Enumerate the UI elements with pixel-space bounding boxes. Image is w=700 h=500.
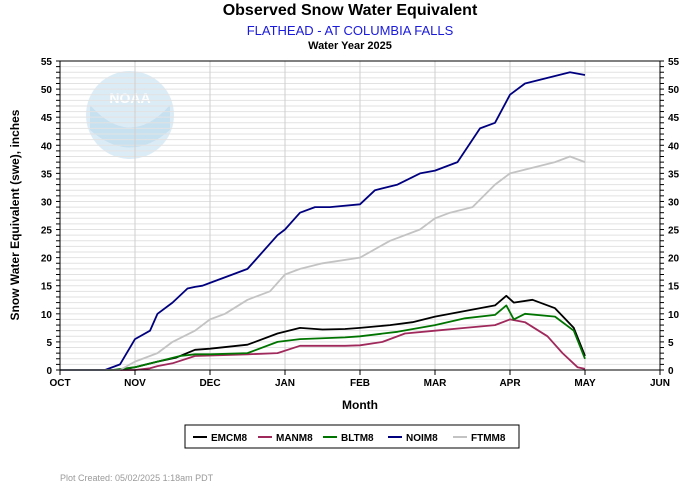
x-tick-label: DEC [199,378,220,389]
y-tick-label-right: 15 [668,282,680,293]
legend-label-ftmm8: FTMM8 [471,433,506,444]
y-tick-label-right: 50 [668,85,680,96]
plot-created-note: Plot Created: 05/02/2025 1:18am PDT [60,473,214,483]
y-tick-label-left: 50 [41,85,53,96]
station-subtitle: FLATHEAD - AT COLUMBIA FALLS [246,23,454,38]
y-tick-label-right: 20 [668,254,680,265]
x-tick-label: APR [499,378,521,389]
y-tick-label-right: 35 [668,169,680,180]
y-tick-label-right: 45 [668,113,680,124]
x-tick-label: MAR [424,378,448,389]
x-tick-label: OCT [49,378,70,389]
noaa-watermark-text: NOAA [109,90,150,106]
legend-label-noim8: NOIM8 [406,433,438,444]
y-tick-label-right: 10 [668,310,680,321]
y-tick-label-left: 10 [41,310,53,321]
series-line-bltm8 [60,304,586,371]
y-tick-label-left: 15 [41,282,53,293]
x-tick-label: JAN [275,378,295,389]
y-tick-label-right: 25 [668,226,680,237]
legend: EMCM8 MANM8 BLTM8 NOIM8 FTMM8 [184,424,520,449]
y-axis-label: Snow Water Equivalent (swe), inches [8,109,22,320]
y-tick-label-left: 0 [46,366,52,377]
y-tick-label-right: 55 [668,57,680,68]
y-tick-label-left: 40 [41,141,53,152]
x-tick-label: FEB [350,378,370,389]
y-tick-label-left: 20 [41,254,53,265]
y-tick-label-left: 25 [41,226,53,237]
series-line-manm8 [60,318,586,371]
legend-label-manm8: MANM8 [276,433,313,444]
y-tick-label-right: 0 [668,366,674,377]
legend-box [184,424,520,449]
y-tick-label-left: 5 [46,338,52,349]
legend-label-bltm8: BLTM8 [341,433,374,444]
chart-title: Observed Snow Water Equivalent [222,2,478,19]
series-line-ftmm8 [60,155,586,371]
y-tick-label-left: 30 [41,197,53,208]
x-tick-label: MAY [574,378,596,389]
y-tick-label-right: 30 [668,197,680,208]
noaa-logo-watermark: NOAA [86,71,174,159]
x-tick-label: NOV [124,378,146,389]
water-year-label: Water Year 2025 [308,40,392,52]
x-tick-label: JUN [650,378,670,389]
series-line-noim8 [60,71,586,371]
y-tick-label-left: 35 [41,169,53,180]
x-axis-label: Month [342,398,378,412]
y-tick-label-left: 55 [41,57,53,68]
y-tick-label-right: 40 [668,141,680,152]
y-tick-label-right: 5 [668,338,674,349]
legend-label-emcm8: EMCM8 [211,433,248,444]
y-tick-label-left: 45 [41,113,53,124]
